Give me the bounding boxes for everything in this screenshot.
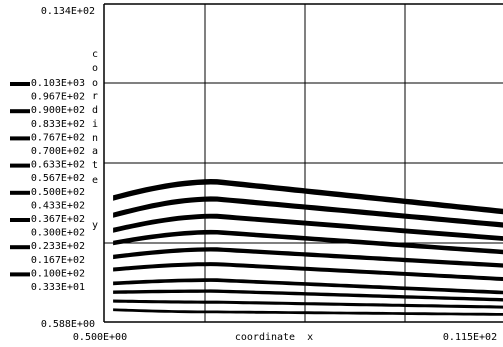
y-label-letter: o <box>92 78 98 89</box>
legend-label: 0.633E+02 <box>31 160 85 171</box>
legend-marker <box>10 109 30 114</box>
x-tick-left: 0.500E+00 <box>73 332 127 343</box>
legend-label: 0.433E+02 <box>31 200 85 211</box>
contour-band-8 <box>113 299 503 309</box>
y-label-letter: i <box>92 119 98 130</box>
y-label-letter: c <box>92 49 98 60</box>
y-label-letter: y <box>92 220 98 231</box>
y-label-letter: d <box>92 105 98 116</box>
legend-marker <box>10 245 30 250</box>
legend-marker <box>10 82 30 86</box>
legend-label: 0.333E+01 <box>31 282 85 293</box>
contour-band-6 <box>113 278 503 295</box>
legend-label: 0.367E+02 <box>31 214 85 225</box>
legend-label: 0.900E+02 <box>31 105 85 116</box>
x-axis-label: coordinate x <box>235 332 313 343</box>
x-tick-right: 0.115E+02 <box>443 332 497 343</box>
y-label-letter: e <box>92 175 98 186</box>
legend-marker <box>10 218 30 222</box>
legend-label: 0.833E+02 <box>31 119 85 130</box>
plot-frame <box>103 3 503 323</box>
legend-marker <box>10 272 30 277</box>
legend-label: 0.700E+02 <box>31 146 85 157</box>
y-tick-top: 0.134E+02 <box>41 6 95 17</box>
legend-label: 0.967E+02 <box>31 92 85 103</box>
legend-label: 0.167E+02 <box>31 255 85 266</box>
legend-label: 0.233E+02 <box>31 241 85 252</box>
legend-marker <box>10 163 30 168</box>
y-label-letter: n <box>92 133 98 144</box>
contour-band-7 <box>113 289 503 302</box>
y-label-letter: r <box>92 91 98 102</box>
legend-marker <box>10 136 30 141</box>
y-label-letter: t <box>92 160 98 171</box>
legend-label: 0.300E+02 <box>31 228 85 239</box>
y-label-letter: o <box>92 63 98 74</box>
legend-label: 0.103E+03 <box>31 78 85 89</box>
y-tick-bottom: 0.588E+00 <box>41 319 95 330</box>
legend-label: 0.767E+02 <box>31 132 85 143</box>
legend: 0.103E+03 0.967E+02 0.900E+02 0.833E+02 0.76… <box>10 78 85 293</box>
grid-lines <box>104 4 503 322</box>
contour-band-9 <box>113 308 503 316</box>
legend-label: 0.567E+02 <box>31 173 85 184</box>
y-label-letter: a <box>92 146 98 157</box>
contour-bands <box>113 179 503 316</box>
legend-label: 0.500E+02 <box>31 187 85 198</box>
legend-label: 0.100E+02 <box>31 268 85 279</box>
legend-marker <box>10 190 30 195</box>
